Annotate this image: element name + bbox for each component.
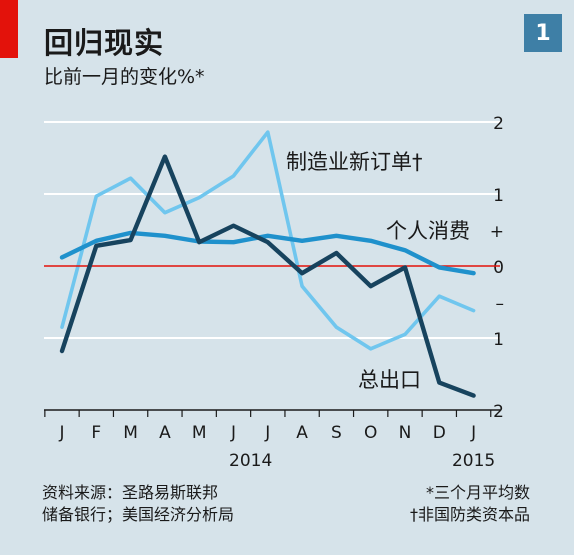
series-label: 制造业新订单† (286, 150, 423, 174)
y-tick-label: 1 (493, 186, 504, 206)
source-line-2: 储备银行；美国经济分析局 (42, 505, 235, 524)
x-tick-label: J (230, 423, 236, 443)
x-tick-label: A (296, 423, 308, 443)
y-tick-label: 2 (493, 114, 504, 134)
series-label: 总出口 (358, 368, 421, 392)
chart-title: 回归现实 (44, 26, 165, 60)
series-label: 个人消费 (386, 219, 470, 243)
x-tick-label: J (58, 423, 64, 443)
y-tick-label: 0 (493, 258, 504, 278)
x-tick-label: O (364, 423, 377, 443)
red-corner-tag (0, 0, 18, 58)
chart-subtitle: 比前一月的变化%* (44, 66, 205, 88)
x-year-label: 2014 (229, 451, 272, 471)
footnote-line-2: †非国防类资本品 (409, 505, 530, 524)
x-tick-label: N (399, 423, 412, 443)
x-tick-label: M (192, 423, 207, 443)
x-tick-label: D (433, 423, 446, 443)
series-line-light (60, 130, 476, 351)
chart-number-badge: 1 (524, 14, 562, 52)
x-tick-label: J (264, 423, 270, 443)
series-line-dark (59, 154, 476, 398)
x-tick-label: S (331, 423, 342, 443)
footnotes: *三个月平均数 †非国防类资本品 (410, 482, 530, 526)
source-line-1: 资料来源：圣路易斯联邦 (42, 483, 219, 502)
source-note: 资料来源：圣路易斯联邦 储备银行；美国经济分析局 (42, 482, 234, 526)
y-tick-label: – (496, 294, 505, 314)
x-tick-label: F (91, 423, 101, 443)
x-tick-label: A (159, 423, 171, 443)
x-year-label: 2015 (452, 451, 495, 471)
x-tick-label: J (470, 423, 476, 443)
y-tick-label: + (490, 222, 504, 242)
series-line-medium (59, 230, 476, 276)
footnote-line-1: *三个月平均数 (425, 483, 530, 502)
y-tick-label: 1 (493, 330, 504, 350)
y-tick-label: 2 (493, 402, 504, 422)
x-tick-label: M (123, 423, 138, 443)
